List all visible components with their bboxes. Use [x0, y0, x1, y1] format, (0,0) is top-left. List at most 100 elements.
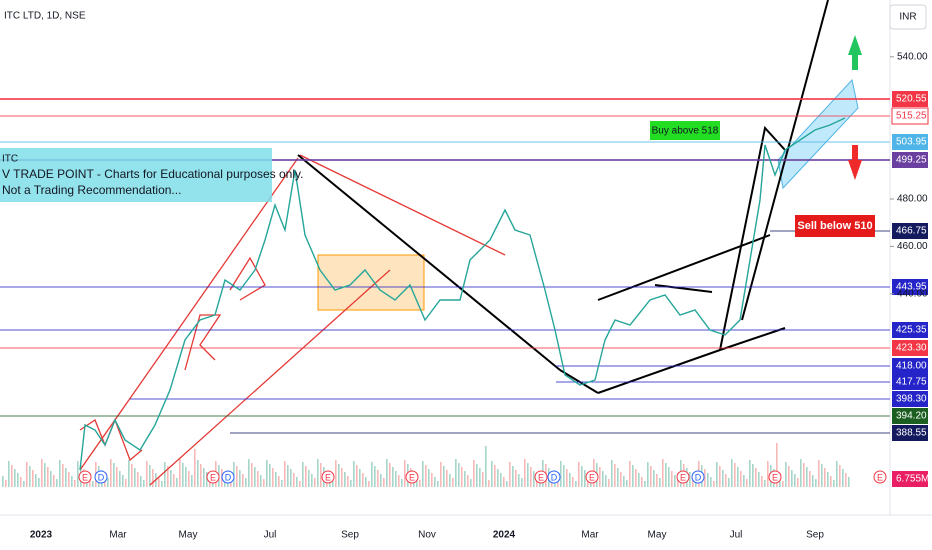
- volume-bar: [197, 460, 199, 487]
- volume-bar: [338, 464, 340, 487]
- volume-bar: [113, 463, 115, 487]
- volume-bar: [563, 465, 565, 487]
- volume-bar: [266, 460, 268, 487]
- currency-button[interactable]: [889, 4, 927, 30]
- volume-bar: [65, 468, 67, 487]
- event-label: E: [877, 472, 883, 482]
- y-tick-label: 540.00: [897, 51, 928, 62]
- event-label: E: [325, 472, 331, 482]
- volume-bar: [695, 480, 697, 487]
- volume-bar: [635, 469, 637, 487]
- volume-bar: [440, 462, 442, 487]
- volume-bar: [434, 477, 436, 487]
- volume-bar: [347, 476, 349, 487]
- volume-bar: [254, 467, 256, 487]
- volume-bar: [494, 465, 496, 487]
- volume-bar: [656, 474, 658, 487]
- level-label: 425.35: [896, 325, 927, 336]
- volume-bar: [818, 460, 820, 487]
- volume-bar: [830, 476, 832, 487]
- volume-bar: [5, 480, 7, 487]
- down-arrow: [848, 145, 862, 180]
- volume-bar: [125, 479, 127, 487]
- volume-bar: [203, 468, 205, 487]
- volume-bar: [716, 462, 718, 487]
- volume-bar: [23, 481, 25, 487]
- volume-bar: [821, 464, 823, 487]
- volume-bar: [740, 471, 742, 487]
- volume-bar: [332, 479, 334, 487]
- buy-box: [650, 121, 720, 140]
- info-box: [0, 148, 272, 202]
- volume-bar: [578, 462, 580, 487]
- volume-bar: [749, 460, 751, 487]
- volume-bar: [179, 459, 181, 487]
- volume-bar: [431, 473, 433, 487]
- volume-bar: [446, 470, 448, 487]
- volume-bar: [848, 477, 850, 487]
- volume-bar: [785, 462, 787, 487]
- volume-bar: [833, 480, 835, 487]
- volume-bar: [608, 479, 610, 487]
- volume-bar: [320, 463, 322, 487]
- info-title: ITC: [2, 154, 18, 165]
- volume-bar: [644, 481, 646, 487]
- volume-bar: [173, 474, 175, 487]
- volume-bar: [461, 467, 463, 487]
- y-tick-label: 480.00: [897, 194, 928, 205]
- level-tag: [892, 91, 928, 107]
- event-label: E: [772, 472, 778, 482]
- volume-bar: [503, 477, 505, 487]
- volume-bar: [275, 472, 277, 487]
- event-label: D: [225, 472, 232, 482]
- volume-bar: [605, 475, 607, 487]
- volume-bar: [767, 461, 769, 487]
- volume-bar: [566, 469, 568, 487]
- volume-bar: [452, 478, 454, 487]
- volume-bar: [53, 475, 55, 487]
- volume-bar: [47, 467, 49, 487]
- volume-bar: [719, 466, 721, 487]
- volume-bar: [212, 480, 214, 487]
- volume-bar: [467, 475, 469, 487]
- level-label: 398.30: [896, 394, 927, 405]
- volume-bar: [734, 463, 736, 487]
- volume-bar: [506, 481, 508, 487]
- x-tick-label: Jul: [730, 530, 743, 541]
- volume-bar: [263, 479, 265, 487]
- event-marker: [691, 470, 705, 484]
- volume-bar: [419, 480, 421, 487]
- volume-bar: [458, 463, 460, 487]
- volume-bar: [827, 472, 829, 487]
- volume-bar: [713, 481, 715, 487]
- volume-bar: [803, 463, 805, 487]
- event-label: E: [210, 472, 216, 482]
- volume-bar: [731, 459, 733, 487]
- event-label: D: [551, 472, 558, 482]
- volume-bar: [809, 471, 811, 487]
- volume-bar: [662, 459, 664, 487]
- volume-bar: [761, 476, 763, 487]
- volume-bar: [371, 462, 373, 487]
- volume-bar: [512, 466, 514, 487]
- volume-bar: [143, 480, 145, 487]
- volume-bar: [29, 466, 31, 487]
- x-tick-label: Mar: [581, 530, 599, 541]
- volume-bar: [380, 474, 382, 487]
- volume-bar: [812, 475, 814, 487]
- volume-bar: [755, 468, 757, 487]
- x-tick-label: Jul: [264, 530, 277, 541]
- level-tag: [892, 425, 928, 441]
- event-marker: [321, 470, 335, 484]
- volume-bar: [359, 469, 361, 487]
- level-label: 443.95: [896, 282, 927, 293]
- volume-bar: [50, 471, 52, 487]
- volume-bar: [560, 461, 562, 487]
- volume-bar: [164, 462, 166, 487]
- volume-bar: [842, 469, 844, 487]
- level-label: 388.55: [896, 428, 927, 439]
- level-tag: [892, 374, 928, 390]
- volume-bar: [293, 473, 295, 487]
- volume-bar: [416, 476, 418, 487]
- volume-bar: [518, 474, 520, 487]
